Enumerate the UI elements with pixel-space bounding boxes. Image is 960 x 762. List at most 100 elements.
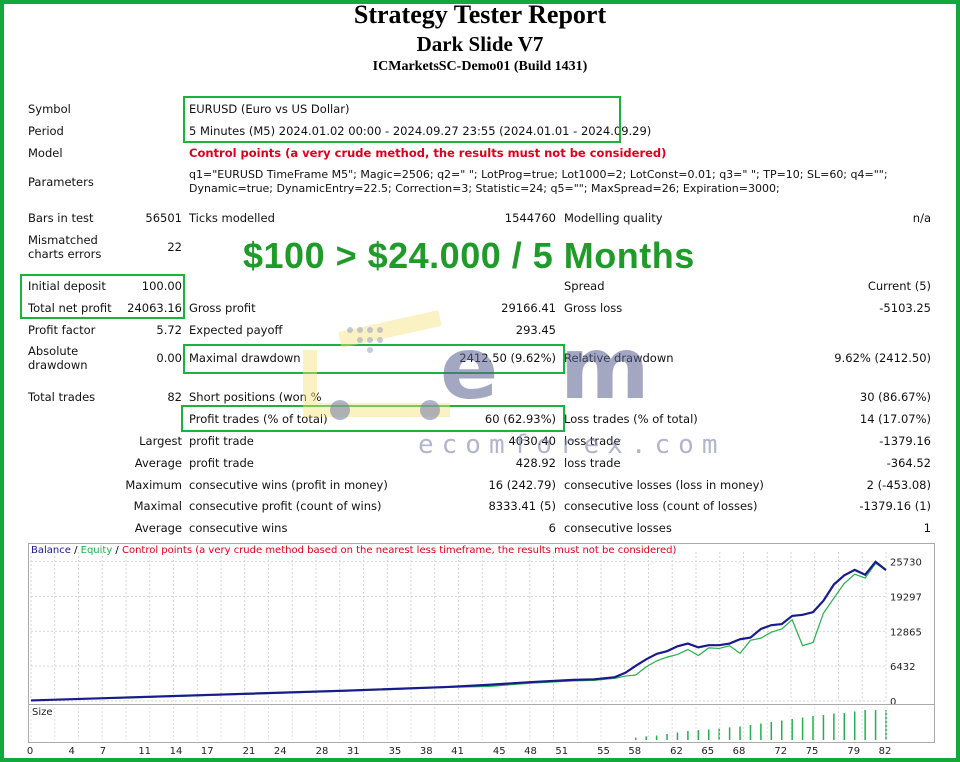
period-value: 5 Minutes (M5) 2024.01.02 00:00 - 2024.0… <box>189 124 652 138</box>
max-dd-label: Maximal drawdown <box>189 351 301 365</box>
quality-value: n/a <box>912 211 931 225</box>
x-tick-label: 28 <box>316 746 329 757</box>
x-tick-label: 38 <box>420 746 433 757</box>
short-positions-label: Short positions (won % <box>189 390 322 404</box>
net-profit-label: Total net profit <box>28 301 112 315</box>
loss-trades-value: 14 (17.07%) <box>859 412 931 426</box>
average-profit-value: 428.92 <box>515 456 556 470</box>
x-tick-label: 4 <box>69 746 75 757</box>
size-panel-svg <box>30 707 887 740</box>
x-tick-label: 31 <box>347 746 360 757</box>
parameters-label: Parameters <box>28 175 94 189</box>
absolute-dd-label-1: Absolute <box>28 344 79 358</box>
ticks-value: 1544760 <box>504 211 556 225</box>
spread-label: Spread <box>564 279 605 293</box>
x-tick-label: 11 <box>138 746 151 757</box>
gross-loss-value: -5103.25 <box>879 301 931 315</box>
largest-loss-label: loss trade <box>564 434 621 448</box>
max-consec-loss-value: -1379.16 (1) <box>859 499 931 513</box>
mismatch-label-2: charts errors <box>28 247 102 261</box>
largest-profit-value: 4030.40 <box>508 434 556 448</box>
x-tick-label: 24 <box>274 746 287 757</box>
x-tick-label: 48 <box>524 746 537 757</box>
x-axis: 0 4 7 11 14 17 21 24 28 31 35 38 41 45 48 51 55 58 62 65 68 7… <box>27 746 892 757</box>
max-consec-losses-value: 2 (-453.08) <box>866 478 931 492</box>
largest-profit-label: profit trade <box>189 434 254 448</box>
avg-consec-losses-value: 1 <box>923 521 931 535</box>
legend-balance: Balance <box>31 545 71 556</box>
profit-factor-label: Profit factor <box>28 323 96 337</box>
largest-label: Largest <box>139 434 182 448</box>
total-trades-label: Total trades <box>28 390 96 404</box>
svg-text:m: m <box>560 319 650 419</box>
x-tick-label: 82 <box>879 746 892 757</box>
report-title: Strategy Tester Report <box>353 0 607 29</box>
max-consec-loss-label: consecutive loss (count of losses) <box>564 499 758 513</box>
symbol-value: EURUSD (Euro vs US Dollar) <box>189 102 350 116</box>
size-label: Size <box>32 707 53 718</box>
deposit-profit-highlight <box>20 274 185 319</box>
chart-legend: Balance / Equity / Control points (a ver… <box>31 545 676 556</box>
max-consec-wins-label: consecutive wins (profit in money) <box>189 478 388 492</box>
legend-note: Control points (a very crude method base… <box>121 545 677 556</box>
relative-dd-value: 9.62% (2412.50) <box>834 351 931 365</box>
y-tick-label: 12865 <box>890 627 922 638</box>
parameters-line-2: Dynamic=true; DynamicEntry=22.5; Correct… <box>189 182 780 195</box>
period-label: Period <box>28 124 64 138</box>
x-tick-label: 45 <box>493 746 506 757</box>
mismatch-label-1: Mismatched <box>28 233 98 247</box>
max-consec-losses-label: consecutive losses (loss in money) <box>564 478 764 492</box>
bars-label: Bars in test <box>28 211 94 225</box>
server-info: ICMarketsSC-Demo01 (Build 1431) <box>372 59 588 74</box>
x-tick-label: 62 <box>670 746 683 757</box>
net-profit-value: 24063.16 <box>127 301 182 315</box>
max-dd-value: 2412.50 (9.62%) <box>459 351 556 365</box>
promo-headline: $100 > $24.000 / 5 Months <box>243 235 695 276</box>
expected-payoff-label: Expected payoff <box>189 323 283 337</box>
x-tick-label: 21 <box>243 746 256 757</box>
expected-payoff-value: 293.45 <box>515 323 556 337</box>
relative-dd-label: Relative drawdown <box>564 351 674 365</box>
svg-text:e: e <box>440 319 498 419</box>
x-tick-label: 79 <box>847 746 860 757</box>
avg-consec-losses-label: consecutive losses <box>564 521 672 535</box>
gross-profit-label: Gross profit <box>189 301 256 315</box>
x-tick-label: 17 <box>201 746 214 757</box>
bars-value: 56501 <box>145 211 182 225</box>
average-profit-label: profit trade <box>189 456 254 470</box>
deposit-value: 100.00 <box>141 279 182 293</box>
x-tick-label: 72 <box>774 746 787 757</box>
deposit-label: Initial deposit <box>28 279 106 293</box>
drawdown-highlight <box>183 344 565 374</box>
balance-chart-svg: 0 6432 12865 19297 25730 <box>30 552 922 708</box>
parameters-line-1: q1="EURUSD TimeFrame M5"; Magic=2506; q2… <box>189 168 888 181</box>
ticks-label: Ticks modelled <box>189 211 275 225</box>
max-consec-wins-value: 16 (242.79) <box>488 478 556 492</box>
x-tick-label: 75 <box>806 746 819 757</box>
absolute-dd-value: 0.00 <box>156 351 182 365</box>
gross-loss-label: Gross loss <box>564 301 623 315</box>
profit-factor-value: 5.72 <box>156 323 182 337</box>
legend-sep-2: / <box>112 545 122 556</box>
x-tick-label: 58 <box>628 746 641 757</box>
x-tick-label: 68 <box>733 746 746 757</box>
svg-text:ecomforex.com: ecomforex.com <box>418 430 720 460</box>
average-label: Average <box>134 456 182 470</box>
profit-trades-label: Profit trades (% of total) <box>189 412 328 426</box>
max-consec-profit-label: consecutive profit (count of wins) <box>189 499 382 513</box>
average-loss-label: loss trade <box>564 456 621 470</box>
balance-chart: 0 6432 12865 19297 25730 <box>28 543 935 708</box>
x-tick-label: 41 <box>451 746 464 757</box>
legend-equity: Equity <box>80 545 113 556</box>
equity-line <box>30 562 887 702</box>
y-tick-label: 19297 <box>890 592 922 603</box>
average-loss-value: -364.52 <box>886 456 931 470</box>
symbol-period-highlight <box>183 96 621 143</box>
y-tick-label: 25730 <box>890 558 922 569</box>
balance-line <box>30 560 887 702</box>
max-consec-profit-value: 8333.41 (5) <box>488 499 556 513</box>
maximal-label: Maximal <box>133 499 182 513</box>
avg-consec-wins-value: 6 <box>548 521 556 535</box>
size-panel <box>28 704 935 743</box>
y-tick-label: 0 <box>890 697 896 704</box>
